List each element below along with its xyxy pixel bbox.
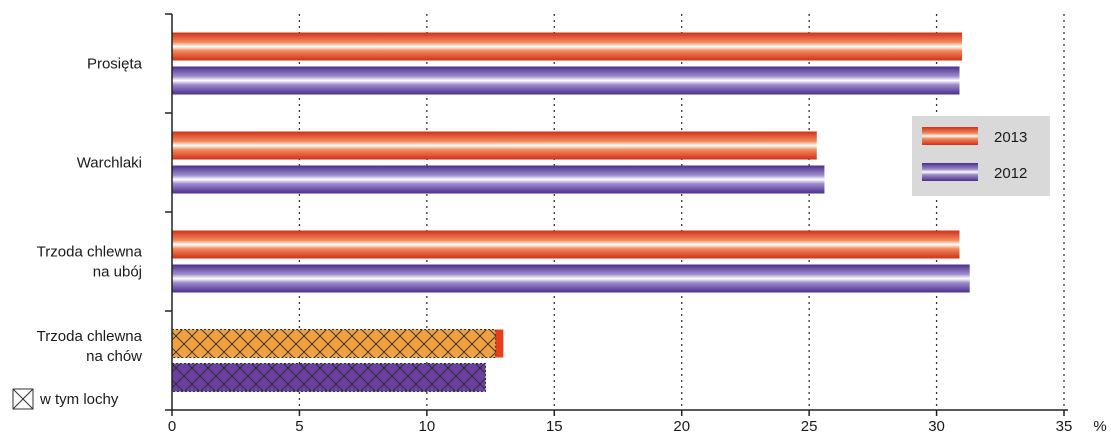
- x-tick-label: 10: [419, 418, 436, 432]
- bar-2012: [172, 165, 825, 194]
- hatch-legend-cross: [12, 388, 34, 410]
- bar-2013-lochy-hatch: [172, 329, 496, 358]
- x-tick-label: 30: [928, 418, 945, 432]
- legend-label-2013: 2013: [994, 129, 1027, 146]
- category-label: Prosięta: [87, 56, 143, 73]
- bar-2013: [172, 230, 960, 259]
- category-label: Warchlaki: [77, 155, 142, 172]
- legend: 2013 2012: [912, 116, 1050, 196]
- x-tick-label: 5: [295, 418, 303, 432]
- bar-2012: [172, 66, 960, 95]
- x-tick-label: 35: [1056, 418, 1073, 432]
- bar-2013: [172, 32, 963, 61]
- bars: [171, 32, 970, 392]
- x-tick-label: 0: [168, 418, 176, 432]
- legend-swatch-2013: [922, 127, 978, 145]
- subseries-label: w tym lochy: [39, 391, 119, 408]
- x-tick-label: 25: [801, 418, 818, 432]
- category-label: na ubój: [93, 264, 142, 281]
- legend-label-2012: 2012: [994, 165, 1027, 182]
- legend-swatch-2012: [922, 163, 978, 181]
- bar-2012: [172, 264, 970, 293]
- bar-2013: [172, 131, 817, 160]
- x-tick-label: 15: [546, 418, 563, 432]
- x-axis-unit-label: %: [1093, 418, 1106, 432]
- bar-2012-lochy-hatch: [172, 363, 486, 392]
- category-label: na chów: [86, 348, 142, 365]
- x-tick-label: 20: [673, 418, 690, 432]
- axes: [165, 13, 1068, 416]
- tick-labels: 0 5 10 15 20 25 30 35%: [168, 418, 1107, 432]
- category-labels: Prosięta Warchlaki Trzoda chlewna na ubój Tr…: [12, 56, 143, 410]
- category-label: Trzoda chlewna: [37, 328, 143, 345]
- category-label: Trzoda chlewna: [37, 244, 143, 261]
